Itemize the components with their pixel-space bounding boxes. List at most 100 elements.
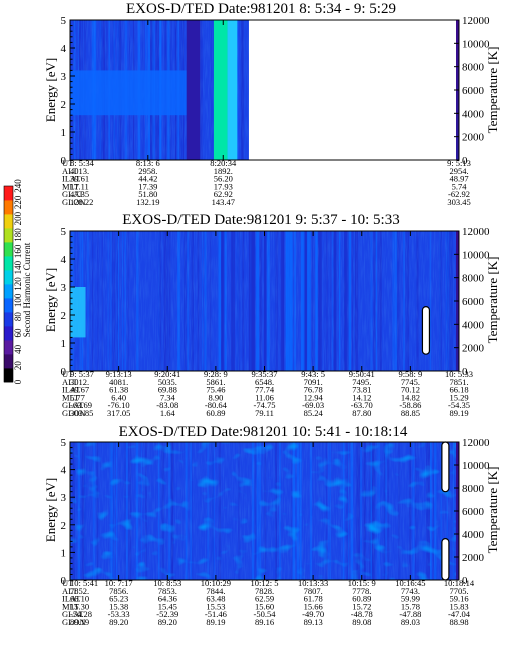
ephemeris-value: -63.70 — [351, 400, 373, 410]
ephemeris-value: 60.89 — [352, 594, 371, 604]
ephemeris-value: 9:50:41 — [349, 369, 375, 379]
ephemeris-value: 69.88 — [158, 385, 177, 395]
colorbar-swatch — [4, 312, 13, 327]
ephemeris-row-label: MLT — [62, 392, 80, 402]
low-flux-streak — [264, 231, 266, 371]
ephemeris-value: -53.33 — [108, 609, 130, 619]
ephemeris-row-label: MLT — [62, 601, 80, 611]
colorbar-tick-label: 160 — [13, 244, 23, 258]
ephemeris-value: 10: 5:41 — [70, 578, 98, 588]
low-flux-streak — [231, 231, 235, 371]
colorbar-swatches — [3, 185, 14, 383]
low-flux-streak — [338, 231, 341, 371]
y-tick-label: 5 — [61, 15, 67, 27]
ephemeris-row-label: ILAT — [62, 174, 81, 184]
colorbar-tick-label: 20 — [13, 361, 23, 371]
ephemeris-value: 49.67 — [70, 385, 89, 395]
colorbar-tick-label: 140 — [13, 260, 23, 274]
y2-tick-label: 6000 — [462, 506, 485, 518]
colorbar-tick-label: 0 — [13, 379, 23, 384]
y-tick-label: 2 — [61, 520, 67, 532]
panel-2-y2label: Temperature [K] — [485, 257, 500, 344]
low-flux-streak — [306, 231, 309, 371]
ephemeris-value: 10: 7:17 — [105, 578, 133, 588]
ephemeris-value: 60.89 — [206, 408, 225, 418]
colorbar-swatch — [4, 354, 13, 369]
enhanced-patch — [70, 287, 86, 338]
ephemeris-value: 7705. — [449, 586, 468, 596]
ephemeris-value: 11.06 — [255, 392, 274, 402]
low-flux-streak — [302, 231, 307, 371]
y-tick-label: 4 — [61, 465, 67, 477]
ephemeris-value: 5861. — [206, 377, 225, 387]
ephemeris-value: 6548. — [255, 377, 274, 387]
ephemeris-value: 7807. — [304, 586, 323, 596]
ephemeris-value: 17.39 — [138, 181, 157, 191]
y-tick-label: 0 — [61, 366, 67, 378]
y-tick-label: 5 — [61, 226, 67, 238]
ephemeris-value: 7828. — [255, 586, 274, 596]
y-tick-label: 4 — [61, 43, 67, 55]
ephemeris-value: 1.64 — [160, 408, 176, 418]
ephemeris-value: -50.54 — [254, 609, 277, 619]
y-tick-label: 0 — [61, 155, 67, 167]
ephemeris-value: 77.74 — [255, 385, 275, 395]
ephemeris-value: 87.80 — [352, 408, 371, 418]
y2-tick-label: 2000 — [462, 132, 485, 144]
ephemeris-value: 7495. — [352, 377, 371, 387]
ephemeris-value: 5.74 — [452, 181, 468, 191]
ephemeris-value: 48.97 — [449, 174, 468, 184]
ephemeris-value: 9:35:37 — [252, 369, 278, 379]
ephemeris-value: 15.66 — [304, 601, 323, 611]
ephemeris-value: -49.70 — [302, 609, 324, 619]
ephemeris-value: 76.78 — [304, 385, 323, 395]
ephemeris-value: 62.59 — [255, 594, 274, 604]
y2-tick-label: 0 — [462, 155, 468, 167]
low-flux-streak — [248, 231, 251, 371]
y2-tick-label: 2000 — [462, 552, 485, 564]
ephemeris-value: 56.20 — [214, 174, 233, 184]
y2-tick-label: 10000 — [462, 249, 490, 261]
ephemeris-value: 66.18 — [449, 385, 468, 395]
ephemeris-value: 15.30 — [70, 601, 89, 611]
ephemeris-value: 89.19 — [70, 617, 89, 627]
y2-tick-label: 0 — [462, 366, 468, 378]
colorbar-swatch — [4, 340, 13, 355]
ephemeris-row-label: UT — [62, 158, 74, 168]
ephemeris-value: -54.28 — [70, 609, 92, 619]
ephemeris-value: 63.48 — [206, 594, 225, 604]
colorbar-swatch — [4, 228, 13, 243]
y-tick-label: 1 — [61, 547, 67, 559]
ephemeris-value: 303.45 — [447, 197, 470, 207]
ephemeris-value: 47.35 — [70, 189, 89, 199]
low-flux-streak — [315, 231, 318, 371]
ephemeris-value: 7856. — [109, 586, 128, 596]
panel-2: EXOS-D/TED Date:981201 9: 5:37 - 10: 5:3… — [43, 212, 500, 418]
ephemeris-value: 89.20 — [158, 617, 177, 627]
y-tick-label: 4 — [61, 254, 67, 266]
ephemeris-value: 15.72 — [352, 601, 371, 611]
panel-2-title: EXOS-D/TED Date:981201 9: 5:37 - 10: 5:3… — [122, 212, 399, 228]
ephemeris-value: 85.24 — [304, 408, 324, 418]
ephemeris-value: 9:20:41 — [154, 369, 180, 379]
ephemeris-value: 14.12 — [352, 392, 371, 402]
y2-tick-label: 4000 — [462, 529, 485, 541]
y2-tick-label: 4000 — [462, 319, 485, 331]
y2-tick-label: 8000 — [462, 62, 485, 74]
colorbar-tick-label: 100 — [13, 293, 23, 307]
ephemeris-value: 79.11 — [255, 408, 274, 418]
ephemeris-value: 7852. — [70, 586, 89, 596]
ephemeris-value: 7844. — [206, 586, 225, 596]
ephemeris-value: 15.53 — [206, 601, 225, 611]
y2-tick-label: 6000 — [462, 296, 485, 308]
ephemeris-value: 10:10:29 — [201, 578, 231, 588]
ephemeris-row-label: ALT — [62, 586, 79, 596]
panel-3: EXOS-D/TED Date:981201 10: 5:41 - 10:18:… — [43, 424, 500, 627]
ephemeris-value: 128.22 — [70, 197, 93, 207]
ephemeris-value: 89.03 — [401, 617, 420, 627]
ephemeris-value: -47.04 — [448, 609, 471, 619]
ephemeris-value: 8:20:34 — [210, 158, 237, 168]
ephemeris-value: 7745. — [401, 377, 420, 387]
ephemeris-value: 65.23 — [109, 594, 128, 604]
